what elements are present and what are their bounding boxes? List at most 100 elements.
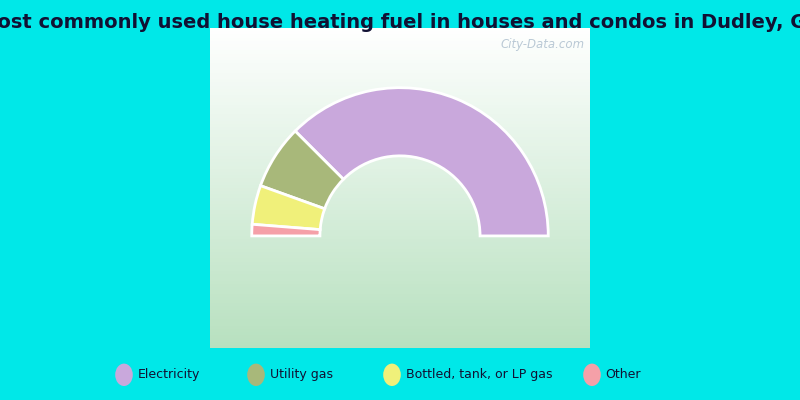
Bar: [210, 198, 590, 201]
Bar: [210, 146, 590, 150]
Bar: [210, 73, 590, 76]
Bar: [210, 134, 590, 137]
Bar: [210, 92, 590, 95]
Bar: [210, 66, 590, 70]
Bar: [210, 246, 590, 249]
Text: Bottled, tank, or LP gas: Bottled, tank, or LP gas: [406, 368, 552, 381]
Bar: [210, 31, 590, 34]
Bar: [210, 313, 590, 316]
Bar: [210, 127, 590, 130]
Bar: [210, 242, 590, 246]
Bar: [210, 172, 590, 175]
Bar: [210, 300, 590, 303]
Text: City-Data.com: City-Data.com: [500, 38, 584, 51]
Bar: [210, 290, 590, 294]
Bar: [210, 233, 590, 236]
Bar: [210, 114, 590, 118]
Bar: [210, 82, 590, 86]
Bar: [210, 335, 590, 338]
Bar: [210, 210, 590, 214]
Bar: [210, 214, 590, 217]
Bar: [210, 249, 590, 252]
Bar: [210, 50, 590, 54]
Bar: [210, 316, 590, 319]
Bar: [210, 322, 590, 326]
Bar: [210, 258, 590, 262]
Bar: [210, 175, 590, 178]
Bar: [210, 278, 590, 281]
Bar: [210, 223, 590, 226]
Bar: [210, 169, 590, 172]
Bar: [210, 268, 590, 271]
Bar: [210, 207, 590, 210]
Bar: [210, 111, 590, 114]
Bar: [210, 306, 590, 310]
Bar: [210, 137, 590, 140]
Bar: [210, 303, 590, 306]
Ellipse shape: [583, 364, 601, 386]
Bar: [210, 319, 590, 322]
Bar: [210, 310, 590, 313]
Bar: [210, 265, 590, 268]
Bar: [210, 345, 590, 348]
Bar: [210, 28, 590, 31]
Bar: [210, 76, 590, 79]
Bar: [210, 185, 590, 188]
Bar: [210, 105, 590, 108]
Bar: [210, 63, 590, 66]
Text: Other: Other: [606, 368, 641, 381]
Bar: [210, 118, 590, 121]
Bar: [210, 121, 590, 124]
Bar: [210, 191, 590, 194]
Bar: [210, 262, 590, 265]
Bar: [210, 162, 590, 166]
Bar: [210, 108, 590, 111]
Text: Utility gas: Utility gas: [270, 368, 333, 381]
Ellipse shape: [247, 364, 265, 386]
Bar: [210, 54, 590, 57]
Bar: [210, 95, 590, 98]
Ellipse shape: [383, 364, 401, 386]
Bar: [210, 220, 590, 223]
Bar: [210, 236, 590, 239]
Bar: [210, 156, 590, 159]
Bar: [210, 194, 590, 198]
Bar: [210, 86, 590, 89]
Bar: [210, 34, 590, 38]
Bar: [210, 38, 590, 41]
Bar: [210, 255, 590, 258]
Text: Electricity: Electricity: [138, 368, 200, 381]
Bar: [210, 188, 590, 191]
Bar: [210, 57, 590, 60]
Bar: [210, 143, 590, 146]
Wedge shape: [261, 131, 343, 209]
Bar: [210, 41, 590, 44]
Bar: [210, 140, 590, 143]
Bar: [210, 124, 590, 127]
Bar: [210, 281, 590, 284]
Bar: [210, 342, 590, 345]
Wedge shape: [252, 224, 320, 236]
Bar: [210, 332, 590, 335]
Bar: [210, 252, 590, 255]
Bar: [210, 102, 590, 105]
Bar: [210, 130, 590, 134]
Bar: [210, 153, 590, 156]
Bar: [210, 182, 590, 185]
Bar: [210, 338, 590, 342]
Bar: [210, 166, 590, 169]
Wedge shape: [252, 186, 325, 230]
Bar: [210, 98, 590, 102]
Bar: [210, 287, 590, 290]
Bar: [210, 239, 590, 242]
Bar: [210, 89, 590, 92]
Bar: [210, 159, 590, 162]
Bar: [210, 70, 590, 73]
Bar: [210, 60, 590, 63]
Bar: [210, 297, 590, 300]
Bar: [210, 79, 590, 82]
Bar: [210, 217, 590, 220]
Bar: [210, 47, 590, 50]
Bar: [210, 226, 590, 230]
Wedge shape: [295, 88, 548, 236]
